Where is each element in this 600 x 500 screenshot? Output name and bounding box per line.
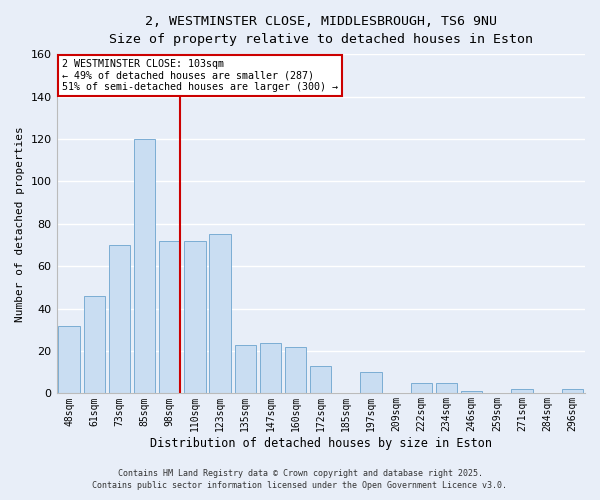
Bar [436,383,457,394]
Bar [562,389,583,394]
Bar [285,347,307,394]
Text: Contains HM Land Registry data © Crown copyright and database right 2025.
Contai: Contains HM Land Registry data © Crown c… [92,468,508,490]
Bar [209,234,231,394]
X-axis label: Distribution of detached houses by size in Eston: Distribution of detached houses by size … [150,437,492,450]
Y-axis label: Number of detached properties: Number of detached properties [15,126,25,322]
Bar [235,344,256,394]
Title: 2, WESTMINSTER CLOSE, MIDDLESBROUGH, TS6 9NU
Size of property relative to detach: 2, WESTMINSTER CLOSE, MIDDLESBROUGH, TS6… [109,15,533,46]
Bar [461,392,482,394]
Text: 2 WESTMINSTER CLOSE: 103sqm
← 49% of detached houses are smaller (287)
51% of se: 2 WESTMINSTER CLOSE: 103sqm ← 49% of det… [62,59,338,92]
Bar [184,240,206,394]
Bar [260,342,281,394]
Bar [159,240,181,394]
Bar [511,389,533,394]
Bar [58,326,80,394]
Bar [411,383,432,394]
Bar [134,139,155,394]
Bar [109,245,130,394]
Bar [83,296,105,394]
Bar [310,366,331,394]
Bar [361,372,382,394]
